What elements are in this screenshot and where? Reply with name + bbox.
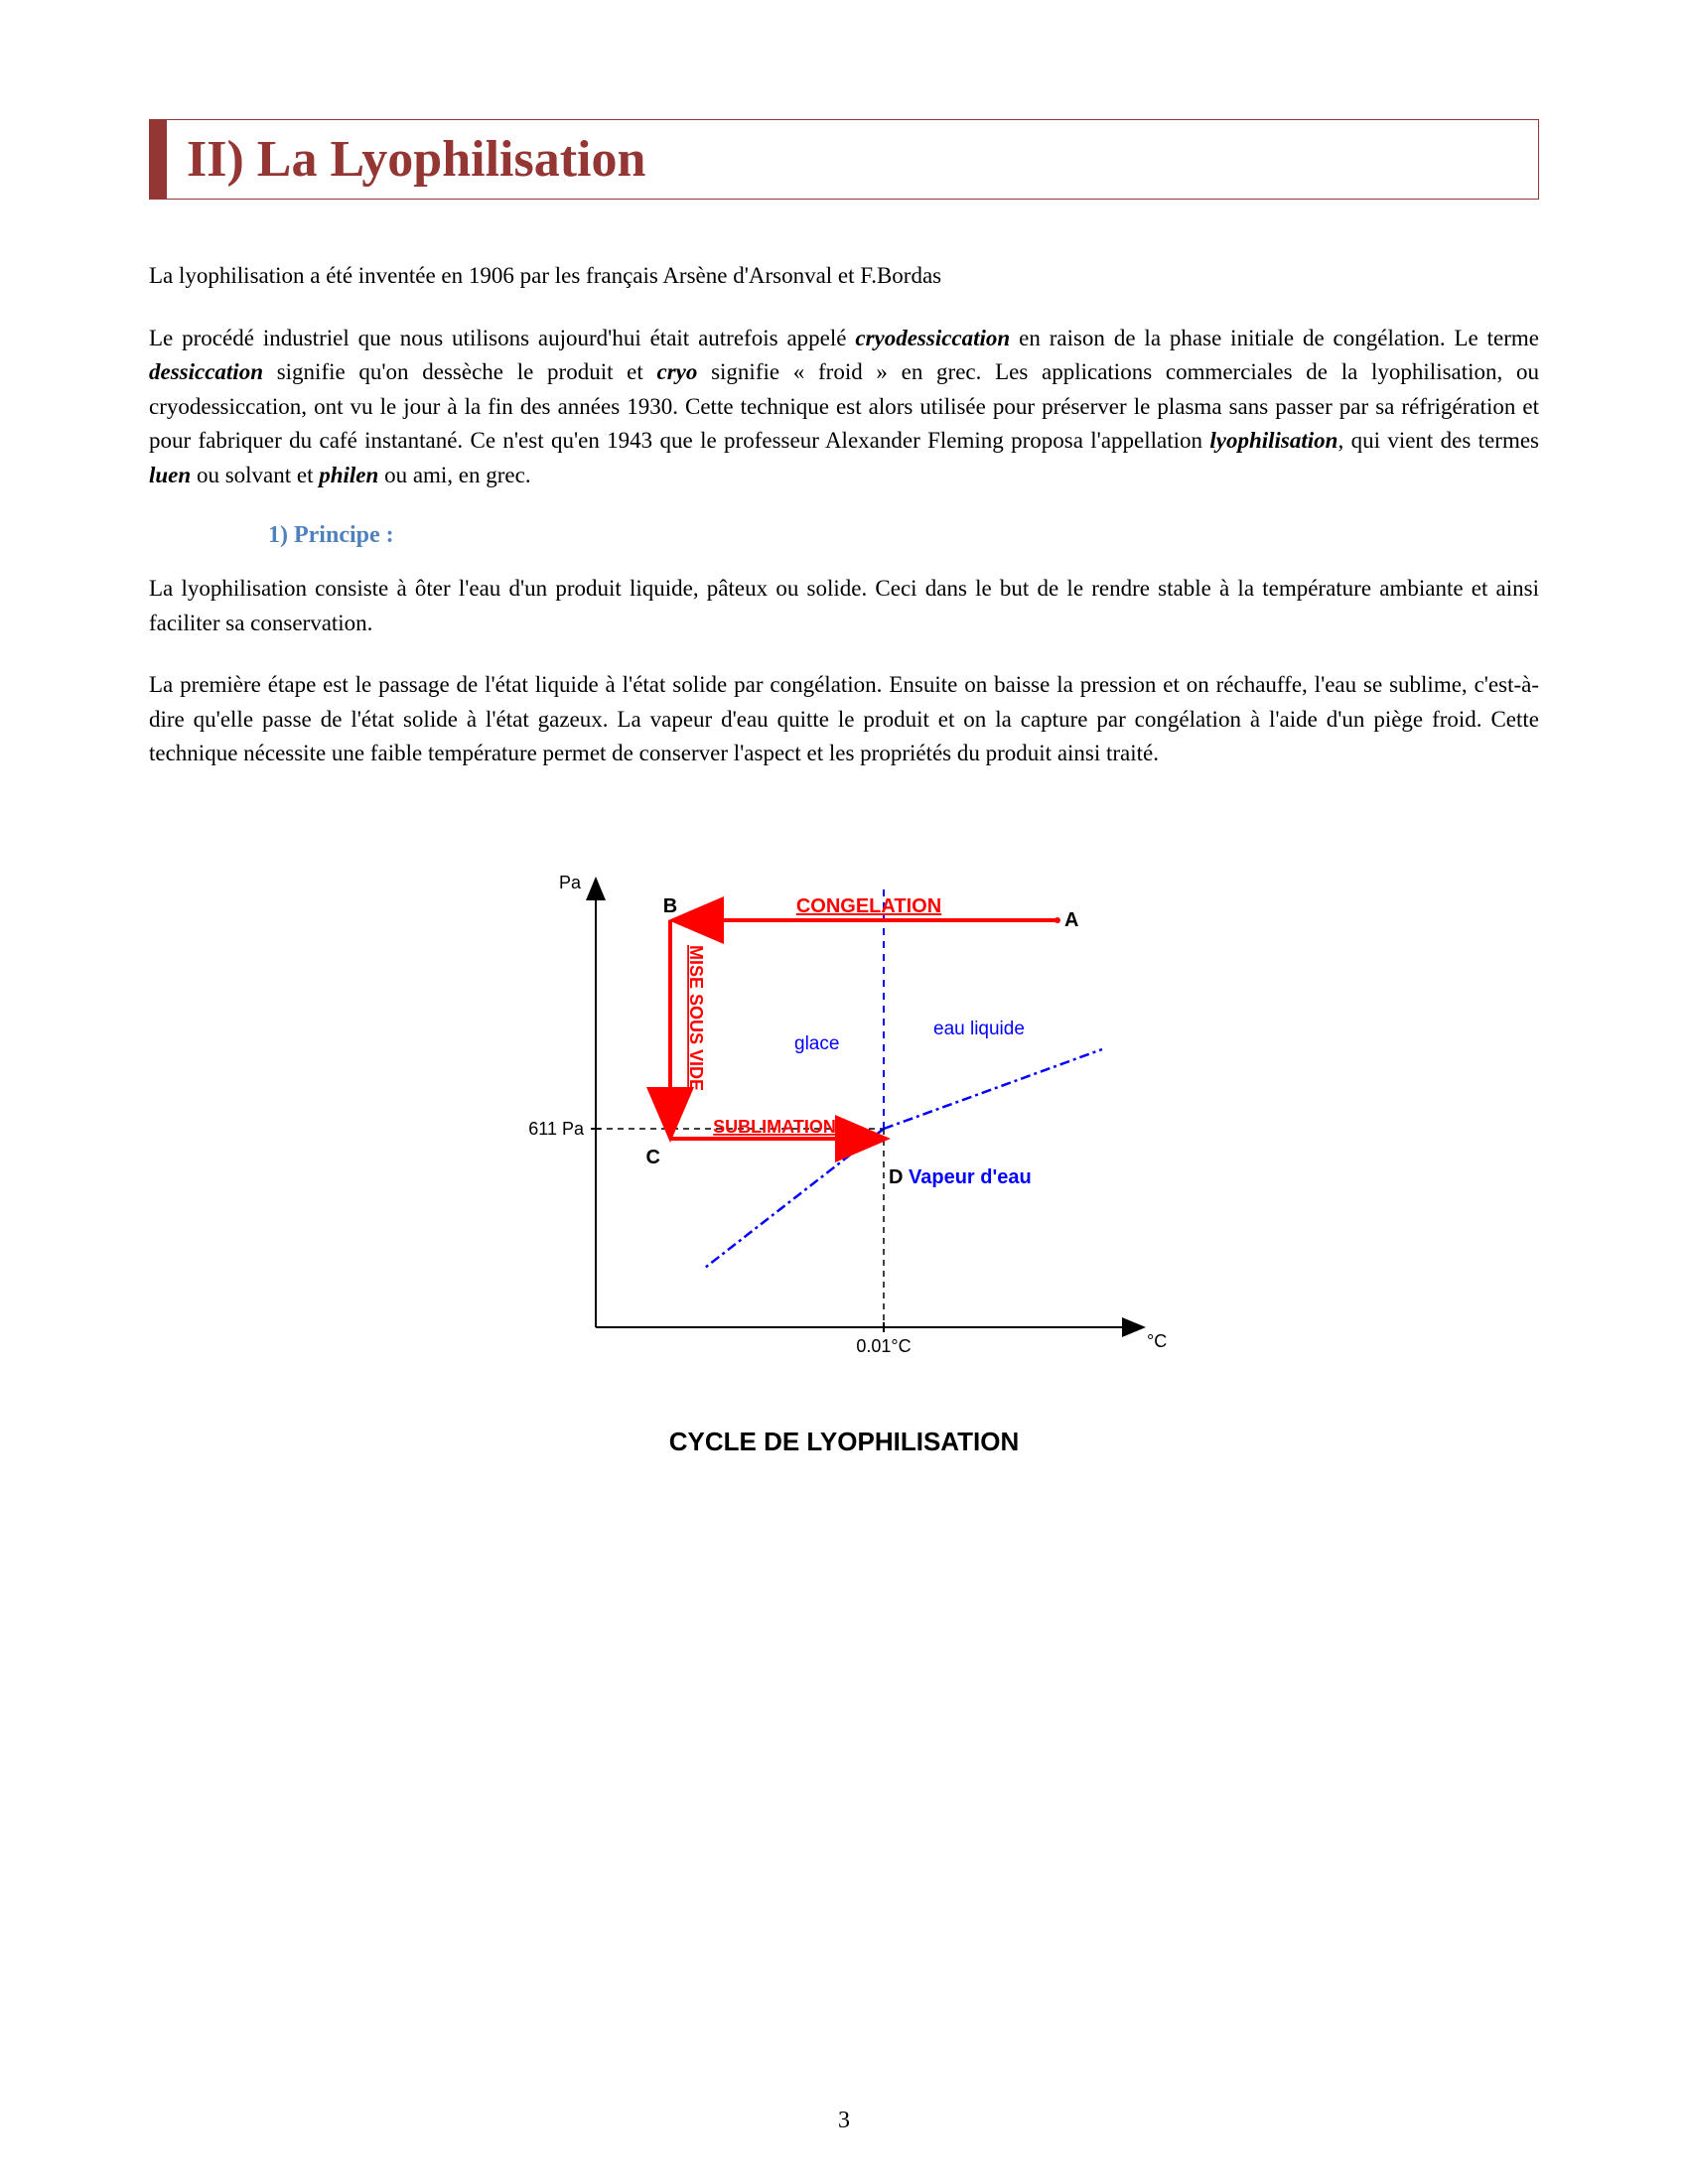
point-d-label: D	[889, 1166, 903, 1188]
principe-paragraph-2: La première étape est le passage de l'ét…	[149, 668, 1539, 771]
term-luen: luen	[149, 463, 191, 487]
x-tick-label: 0.01°C	[856, 1336, 911, 1356]
point-b-label: B	[663, 895, 677, 917]
text-fragment: en raison de la phase initiale de congél…	[1010, 326, 1539, 350]
term-dessiccation: dessiccation	[149, 359, 263, 384]
text-fragment: ou solvant et	[191, 463, 319, 487]
phase-line-solid-gas	[705, 1129, 884, 1268]
text-fragment: , qui vient des termes	[1337, 428, 1539, 453]
term-cryo: cryo	[657, 359, 698, 384]
page-number: 3	[838, 2108, 850, 2134]
label-congelation: CONGELATION	[796, 895, 941, 917]
point-a-label: A	[1064, 909, 1078, 931]
section-title-box: II) La Lyophilisation	[149, 119, 1539, 200]
point-a-dot	[1055, 917, 1060, 923]
phase-line-liquid-gas	[884, 1049, 1102, 1129]
label-eau-liquide: eau liquide	[933, 1019, 1025, 1039]
term-philen: philen	[319, 463, 378, 487]
intro-paragraph: La lyophilisation a été inventée en 1906…	[149, 259, 1539, 294]
point-c-label: C	[646, 1147, 660, 1168]
term-cryodessiccation: cryodessiccation	[855, 326, 1010, 350]
label-mise-sous-vide: MISE SOUS VIDE	[686, 945, 706, 1091]
phase-diagram: Pa °C 611 Pa 0.01°C B A	[487, 841, 1201, 1397]
text-fragment: Le procédé industriel que nous utilisons…	[149, 326, 855, 350]
y-axis-label: Pa	[559, 873, 582, 892]
text-fragment: signifie qu'on dessèche le produit et	[263, 359, 657, 384]
principe-paragraph-1: La lyophilisation consiste à ôter l'eau …	[149, 572, 1539, 640]
label-vapeur: Vapeur d'eau	[909, 1166, 1032, 1188]
phase-diagram-container: Pa °C 611 Pa 0.01°C B A	[149, 841, 1539, 1457]
x-axis-label: °C	[1147, 1331, 1167, 1351]
history-paragraph: Le procédé industriel que nous utilisons…	[149, 322, 1539, 493]
subheading-principe: 1) Principe :	[268, 522, 1539, 549]
section-title: II) La Lyophilisation	[187, 131, 645, 188]
diagram-caption: CYCLE DE LYOPHILISATION	[669, 1427, 1020, 1457]
label-glace: glace	[794, 1033, 839, 1054]
term-lyophilisation: lyophilisation	[1209, 428, 1337, 453]
y-tick-label: 611 Pa	[528, 1119, 585, 1139]
text-fragment: ou ami, en grec.	[378, 463, 530, 487]
label-sublimation: SUBLIMATION	[713, 1117, 836, 1137]
